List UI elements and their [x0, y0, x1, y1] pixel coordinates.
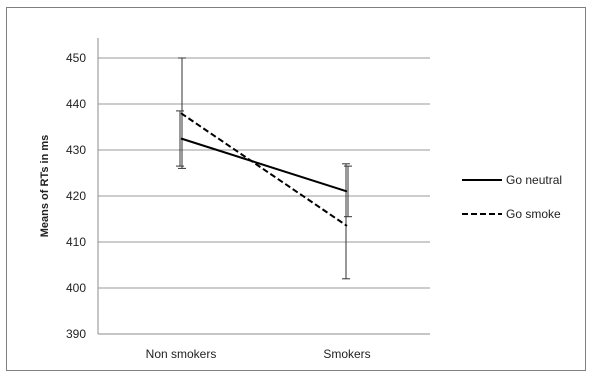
y-tick-label: 420 [66, 189, 86, 203]
axes [97, 38, 430, 335]
y-tick-label: 430 [66, 143, 86, 157]
series-line-go-neutral [180, 137, 348, 193]
x-tick-label: Non smokers [146, 347, 217, 361]
legend-label: Go smoke [506, 207, 561, 221]
chart-frame [6, 7, 586, 371]
y-tick-label: 450 [66, 51, 86, 65]
y-tick-label: 440 [66, 97, 86, 111]
y-tick-label: 390 [66, 327, 86, 341]
x-tick-labels: Non smokers Smokers [146, 347, 371, 361]
y-axis-title: Means of RTs in ms [39, 135, 51, 237]
legend: Go neutral Go smoke [462, 173, 562, 221]
y-tick-label: 400 [66, 281, 86, 295]
y-tick-label: 410 [66, 235, 86, 249]
error-bars [176, 57, 352, 280]
y-tick-labels: 390 400 410 420 430 440 450 [66, 51, 86, 341]
x-tick-label: Smokers [323, 347, 370, 361]
gridlines [98, 57, 430, 289]
legend-label: Go neutral [506, 173, 562, 187]
series-line-go-smoke [180, 112, 348, 227]
series-lines [180, 112, 348, 227]
